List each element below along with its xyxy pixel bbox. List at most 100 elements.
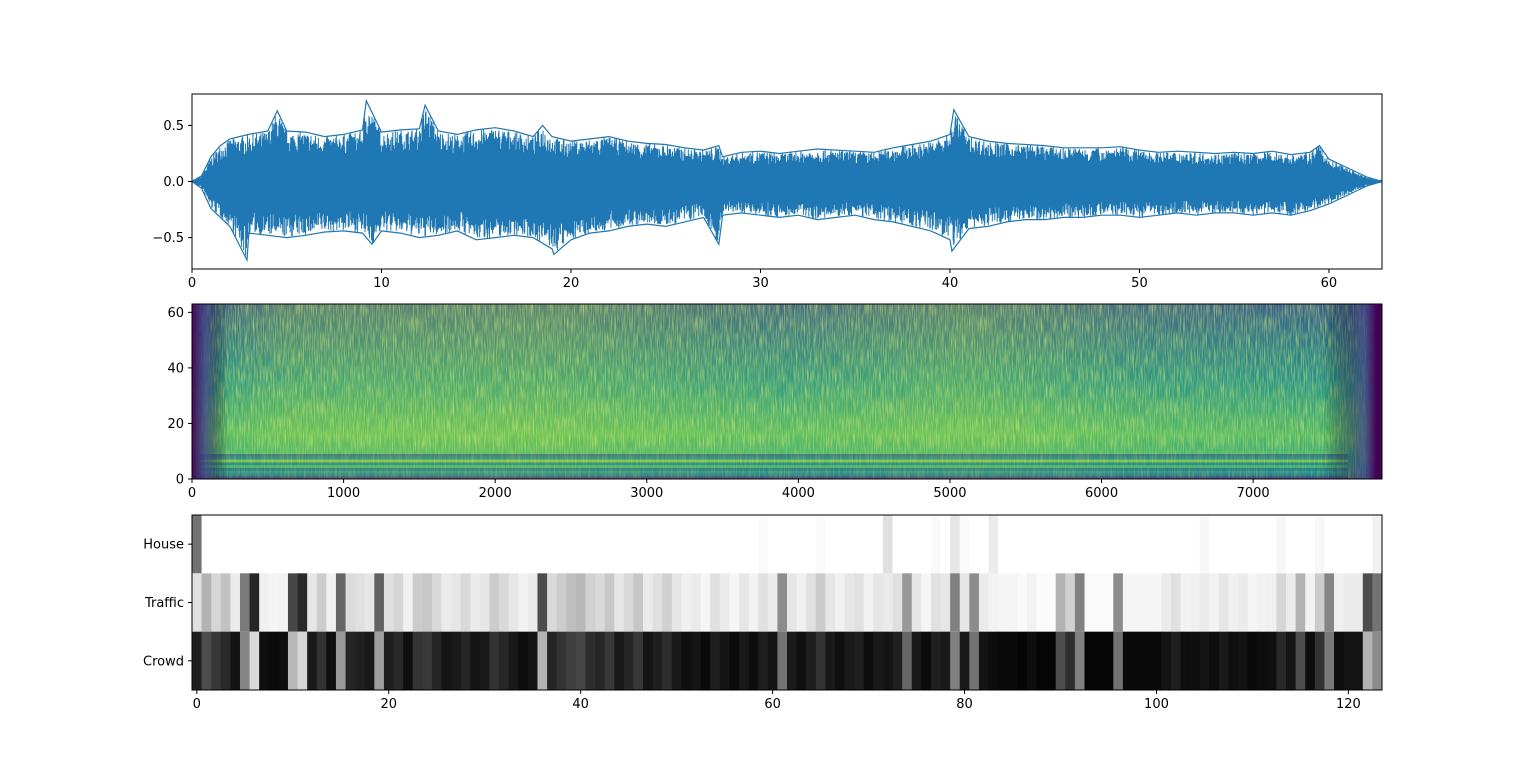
activation-cell (787, 631, 797, 690)
activation-cell (364, 573, 375, 632)
activation-cell (1161, 631, 1172, 690)
activation-cell (460, 631, 471, 690)
activation-cell (1228, 631, 1239, 690)
activation-cell (643, 515, 654, 574)
activation-y-axis: House Traffic Crowd (143, 538, 192, 669)
activation-cell (758, 515, 769, 574)
activation-cell (748, 573, 759, 632)
activation-cell (566, 631, 577, 690)
activation-cell (1074, 573, 1085, 632)
activation-cell (1151, 631, 1162, 690)
activation-cell (930, 631, 941, 690)
activation-cell (403, 573, 414, 632)
activation-cell (192, 573, 202, 632)
activation-cell (604, 631, 615, 690)
activation-cell (930, 515, 941, 574)
activation-cell (595, 631, 606, 690)
activation-cell (527, 631, 538, 690)
activation-cell (364, 631, 375, 690)
activation-cell (1055, 631, 1066, 690)
y-tick-label: 0 (176, 473, 184, 488)
activation-cell (1074, 631, 1085, 690)
activation-cell (767, 515, 778, 574)
x-tick-label: 6000 (1085, 486, 1118, 501)
activation-cell (1017, 515, 1028, 574)
activation-cell (652, 573, 663, 632)
activation-cell (892, 573, 903, 632)
activation-cell (316, 573, 327, 632)
waveform-core (192, 133, 1382, 229)
activation-cell (662, 573, 673, 632)
activation-cell (441, 631, 452, 690)
activation-cell (844, 515, 855, 574)
activation-cell (988, 631, 999, 690)
activation-cell (1055, 515, 1066, 574)
activation-cell (1074, 515, 1085, 574)
row-label-traffic: Traffic (144, 596, 184, 611)
x-tick-label: 20 (380, 697, 397, 712)
activation-cell (681, 573, 692, 632)
activation-cell (211, 631, 222, 690)
activation-cell (239, 631, 250, 690)
activation-cell (1017, 573, 1028, 632)
activation-cell (1132, 515, 1143, 574)
activation-cell (806, 631, 817, 690)
activation-cell (211, 515, 222, 574)
activation-cell (719, 573, 730, 632)
activation-cell (1372, 631, 1382, 690)
activation-cell (412, 573, 423, 632)
activation-cell (902, 515, 913, 574)
activation-cell (815, 515, 826, 574)
activation-cell (863, 515, 874, 574)
activation-cell (729, 631, 740, 690)
activation-cell (614, 631, 625, 690)
activation-cell (201, 515, 212, 574)
activation-cell (1372, 515, 1382, 574)
y-tick-label: 0.0 (163, 175, 184, 190)
activation-cell (585, 515, 596, 574)
activation-cell (1055, 573, 1066, 632)
activation-cell (1142, 573, 1153, 632)
activation-cell (470, 515, 481, 574)
activation-cell (950, 573, 961, 632)
activation-cell (998, 631, 1009, 690)
activation-cell (700, 631, 711, 690)
activation-cell (1199, 631, 1210, 690)
activation-cell (451, 515, 462, 574)
activation-cell (230, 631, 241, 690)
x-tick-label: 0 (188, 276, 196, 291)
activation-cell (422, 631, 433, 690)
waveform-envelope (192, 98, 1382, 183)
activation-cell (1266, 631, 1277, 690)
activation-cell (230, 573, 241, 632)
activation-cell (1199, 573, 1210, 632)
activation-cell (585, 631, 596, 690)
activation-cell (1238, 573, 1249, 632)
activation-cell (1343, 573, 1354, 632)
activation-cell (1113, 631, 1124, 690)
activation-cell (921, 631, 932, 690)
activation-cell (412, 631, 423, 690)
activation-cell (307, 515, 318, 574)
x-tick-label: 5000 (933, 486, 966, 501)
activation-cell (556, 515, 567, 574)
activation-cell (489, 631, 500, 690)
activation-cell (854, 631, 865, 690)
activation-cell (1209, 515, 1220, 574)
activation-cell (239, 573, 250, 632)
activation-cell (700, 515, 711, 574)
x-tick-label: 0 (193, 697, 201, 712)
spectrogram-x-axis: 0 1000 2000 3000 4000 5000 6000 7000 (188, 479, 1270, 501)
activation-cell (489, 573, 500, 632)
activation-cell (652, 515, 663, 574)
activation-cell (1190, 631, 1201, 690)
activation-cell (374, 573, 385, 632)
activation-cell (287, 631, 298, 690)
activation-cell (1151, 573, 1162, 632)
activation-cell (326, 631, 337, 690)
activation-cell (806, 515, 817, 574)
x-tick-label: 60 (1321, 276, 1338, 291)
activation-cell (1343, 515, 1354, 574)
activation-cell (1026, 631, 1037, 690)
